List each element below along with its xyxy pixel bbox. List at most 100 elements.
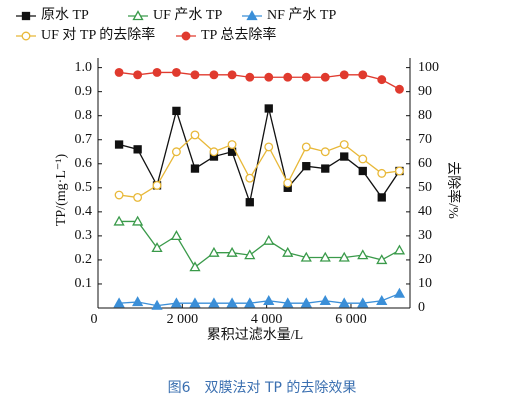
marker [338,251,350,262]
y-tick-label: 0.7 [75,132,93,147]
y2-tick-label: 60 [418,156,432,171]
y2-tick-label: 80 [418,108,432,123]
marker [244,249,256,260]
marker [113,215,125,226]
marker [226,246,238,257]
y-tick-label: 0.4 [75,204,93,219]
marker [338,297,350,308]
legend-marker [181,31,191,41]
marker [282,297,294,308]
legend-label: 原水 TP [41,7,89,23]
marker [172,106,181,116]
marker [357,249,369,260]
marker [245,72,255,82]
y-tick-label: 1.0 [75,60,93,75]
marker [171,147,181,157]
marker [209,70,219,80]
marker [283,72,293,82]
y-tick-label: 0.3 [75,228,93,243]
marker [264,142,274,152]
marker [151,242,163,253]
marker [395,166,404,176]
marker [226,297,238,308]
marker [376,254,388,265]
y2-tick-label: 90 [418,84,432,99]
marker [171,67,181,77]
marker [320,72,330,82]
marker [264,104,273,113]
marker [133,192,143,202]
marker [208,297,220,308]
marker [393,287,406,298]
legend-marker [246,10,258,21]
marker [244,297,256,308]
y2-tick-label: 50 [418,180,432,195]
x-tick-label: 0 [91,312,98,327]
legend-marker [132,10,144,21]
marker [189,297,201,308]
marker [320,147,330,157]
y-tick-label: 0.9 [75,84,93,99]
marker [301,142,311,152]
marker [113,297,125,308]
marker [339,140,349,149]
marker [264,72,274,82]
marker [114,67,124,77]
x-axis-label: 累积过滤水量/L [207,327,303,343]
marker [114,140,124,149]
legend-label: NF 产水 TP [267,7,336,23]
y2-tick-label: 40 [418,204,432,219]
marker [190,164,200,173]
marker [358,166,367,176]
marker [245,173,255,183]
x-tick-label: 4 000 [251,312,283,327]
marker [132,296,144,307]
marker [358,70,368,80]
marker [283,178,293,188]
y-tick-label: 0.8 [75,108,93,123]
series-line [119,292,400,307]
marker [377,193,386,202]
y2-tick-label: 100 [418,60,439,75]
marker [263,234,275,245]
marker [319,294,331,305]
marker [133,70,143,80]
caption: 图6 双膜法对 TP 的去除效果 [168,380,357,396]
marker [319,251,331,262]
y2-axis-label: 去除率/% [445,161,462,219]
marker [170,230,183,241]
marker [282,246,294,257]
y-tick-label: 0.6 [75,156,93,171]
marker [300,251,312,262]
marker [339,70,349,80]
series-line [118,108,400,205]
y2-tick-label: 10 [418,276,432,291]
y2-tick-label: 0 [418,300,425,315]
marker [152,180,162,190]
legend-label: TP 总去除率 [201,26,276,43]
series-line [119,220,400,269]
y2-tick-label: 20 [418,252,432,267]
marker [170,297,183,308]
marker [227,140,237,149]
marker [114,190,124,200]
marker [263,294,275,305]
marker [227,70,237,80]
marker [190,70,200,80]
y-tick-label: 0.1 [75,276,93,291]
marker [393,244,406,255]
marker [300,297,312,308]
marker [132,215,144,226]
y2-tick-label: 70 [418,132,432,147]
x-tick-label: 6 000 [335,312,367,327]
series-line [118,71,400,90]
y2-tick-label: 30 [418,228,432,243]
marker [151,299,163,310]
marker [377,75,387,85]
legend-label: UF 对 TP 的去除率 [41,26,155,43]
marker [190,130,200,140]
marker [209,147,219,157]
marker [245,198,254,207]
marker [340,152,349,161]
